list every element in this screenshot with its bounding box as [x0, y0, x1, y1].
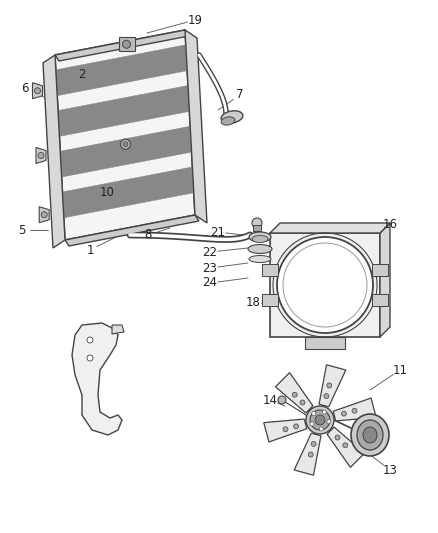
Text: 19: 19: [187, 13, 202, 27]
Ellipse shape: [357, 420, 383, 450]
Circle shape: [306, 406, 334, 434]
Text: 6: 6: [21, 82, 29, 94]
Ellipse shape: [249, 255, 271, 262]
Circle shape: [278, 396, 286, 404]
Polygon shape: [55, 30, 189, 61]
Circle shape: [315, 415, 325, 425]
Polygon shape: [39, 207, 49, 223]
Polygon shape: [270, 223, 390, 233]
Polygon shape: [55, 30, 195, 240]
Text: 5: 5: [18, 223, 26, 237]
Polygon shape: [262, 294, 278, 306]
Text: 22: 22: [202, 246, 218, 259]
Circle shape: [87, 337, 93, 343]
Text: 1: 1: [86, 244, 94, 256]
Circle shape: [277, 237, 373, 333]
Polygon shape: [72, 323, 122, 435]
Circle shape: [341, 411, 346, 416]
Text: 23: 23: [202, 262, 217, 274]
Polygon shape: [319, 365, 346, 407]
Circle shape: [123, 142, 128, 147]
Polygon shape: [333, 398, 376, 421]
Text: 14: 14: [262, 393, 278, 407]
Circle shape: [310, 410, 330, 430]
Circle shape: [41, 212, 47, 217]
Ellipse shape: [249, 232, 271, 242]
Circle shape: [335, 435, 340, 440]
Circle shape: [300, 400, 305, 405]
Text: 2: 2: [78, 69, 86, 82]
Circle shape: [35, 88, 40, 94]
Polygon shape: [43, 55, 65, 248]
Ellipse shape: [248, 245, 272, 254]
Text: 7: 7: [236, 88, 244, 101]
Polygon shape: [36, 148, 46, 164]
Circle shape: [87, 355, 93, 361]
Circle shape: [327, 419, 331, 424]
Polygon shape: [253, 225, 261, 231]
Text: 13: 13: [382, 464, 397, 477]
Ellipse shape: [221, 117, 235, 125]
Circle shape: [38, 152, 44, 158]
Polygon shape: [32, 83, 42, 99]
Polygon shape: [327, 427, 364, 467]
Polygon shape: [262, 264, 278, 276]
Polygon shape: [380, 223, 390, 337]
Circle shape: [123, 41, 131, 49]
Polygon shape: [60, 126, 191, 177]
Polygon shape: [270, 233, 380, 337]
Circle shape: [308, 452, 313, 457]
Circle shape: [324, 393, 329, 399]
Circle shape: [327, 383, 332, 388]
Text: 10: 10: [99, 185, 114, 198]
Ellipse shape: [363, 427, 377, 443]
Ellipse shape: [252, 236, 268, 243]
Circle shape: [322, 410, 326, 414]
Circle shape: [120, 139, 131, 149]
Polygon shape: [119, 37, 134, 51]
Polygon shape: [185, 30, 207, 223]
Circle shape: [310, 422, 314, 426]
Polygon shape: [294, 433, 321, 475]
Text: 8: 8: [144, 229, 152, 241]
Circle shape: [312, 411, 316, 416]
Circle shape: [343, 443, 348, 448]
Circle shape: [352, 408, 357, 413]
Polygon shape: [112, 325, 124, 334]
Polygon shape: [264, 419, 307, 442]
Circle shape: [292, 392, 297, 397]
Circle shape: [319, 427, 323, 431]
Polygon shape: [56, 45, 187, 96]
Text: 18: 18: [246, 296, 261, 310]
Polygon shape: [372, 264, 388, 276]
Circle shape: [311, 441, 316, 447]
Text: 11: 11: [392, 364, 407, 376]
Ellipse shape: [351, 414, 389, 456]
Polygon shape: [276, 373, 313, 413]
Text: 16: 16: [382, 219, 398, 231]
Circle shape: [293, 424, 299, 429]
Ellipse shape: [221, 111, 243, 123]
Circle shape: [252, 218, 262, 228]
Polygon shape: [372, 294, 388, 306]
Polygon shape: [58, 85, 189, 136]
Polygon shape: [65, 215, 199, 246]
Polygon shape: [62, 167, 194, 218]
Polygon shape: [305, 337, 345, 349]
Text: 24: 24: [202, 277, 218, 289]
Text: 21: 21: [211, 225, 226, 238]
Circle shape: [283, 427, 288, 432]
